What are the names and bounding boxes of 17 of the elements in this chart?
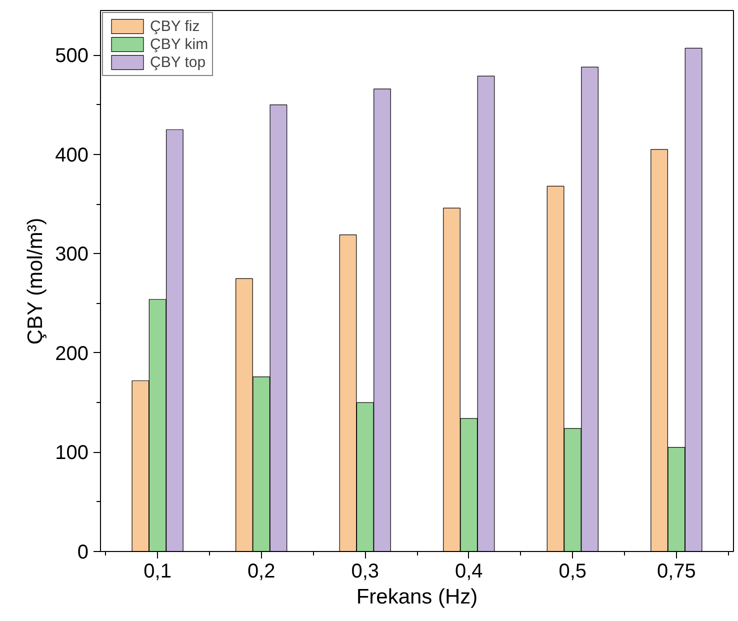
x-tick-label: 0,3 (351, 560, 380, 582)
x-tick-label: 0,75 (656, 560, 696, 582)
legend-label: ÇBY fiz (150, 17, 200, 35)
y-tick-label: 300 (55, 244, 89, 266)
y-tick-label: 500 (55, 45, 89, 68)
x-tick-label: 0,4 (454, 560, 483, 582)
x-tick-label: 0,5 (558, 560, 587, 582)
x-axis-title: Frekans (Hz) (356, 586, 478, 608)
legend-label: ÇBY top (150, 53, 206, 71)
y-tick-label: 0 (77, 542, 88, 564)
y-tick-label: 100 (55, 442, 89, 464)
y-tick-label: 200 (55, 342, 89, 365)
x-tick-label: 0,1 (144, 560, 172, 582)
legend-label: ÇBY kim (150, 35, 208, 53)
x-tick-label: 0,2 (247, 560, 276, 582)
y-tick-label: 400 (55, 144, 89, 166)
y-axis-title: ÇBY (mol/m³) (24, 218, 48, 345)
